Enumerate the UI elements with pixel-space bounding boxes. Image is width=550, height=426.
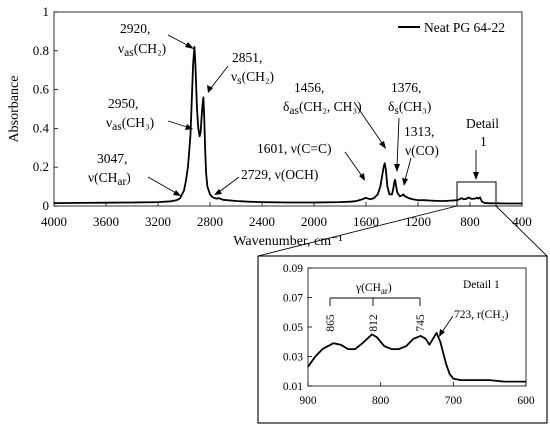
x-tick-label: 2400 [249, 214, 275, 229]
inset-label-865: 865 [325, 314, 337, 332]
inset-title: Detail 1 [463, 279, 500, 291]
inset-label-812: 812 [368, 314, 380, 332]
inset-chart: 0.01 0.03 0.05 0.07 0.09 900 800 700 600 Detail… [257, 255, 548, 424]
arrow-2920 [167, 34, 190, 47]
x-tick-label: 600 [517, 395, 535, 407]
arrow-1456 [353, 101, 383, 144]
peak-annotations: 2920, νas(CH₂) 2851, νs(CH₂) 2950, νas(C… [88, 21, 499, 188]
arrow-2950-head [185, 124, 193, 130]
annotation-2729: 2729, ν(OCH) [241, 167, 318, 182]
main-chart: 0 0.2 0.4 0.6 0.8 1 4000 3600 3200 2800 2400 2000 1… [7, 4, 548, 257]
main-plot-area [53, 11, 523, 207]
x-tick-label: 800 [460, 214, 480, 229]
main-y-axis: 0 0.2 0.4 0.6 0.8 1 [33, 4, 58, 213]
annotation-1456-line2: δas(CH₂, CH₃) [283, 99, 362, 117]
inset-group-bracket [329, 297, 421, 306]
x-tick-label: 3600 [93, 214, 119, 229]
legend-label: Neat PG 64-22 [424, 20, 505, 35]
x-tick-label: 900 [299, 395, 317, 407]
annotation-2851-line1: 2851, [232, 50, 262, 65]
annotation-1313-line2: ν(CO) [405, 143, 439, 158]
y-tick-label: 0.6 [33, 82, 50, 97]
inset-arrow-723-line [441, 315, 454, 333]
inset-spectrum-line [307, 332, 526, 383]
y-tick-label: 0.09 [283, 263, 303, 275]
annotation-2950-line1: 2950, [108, 96, 138, 111]
x-tick-label: 700 [445, 395, 463, 407]
inset-arrow-723 [439, 315, 454, 337]
y-tick-label: 0.05 [283, 322, 303, 334]
arrow-1313 [404, 157, 412, 181]
annotation-1376-line2: δs(CH₃) [388, 99, 431, 117]
inset-y-axis: 0.01 0.03 0.05 0.07 0.09 [283, 263, 312, 393]
x-tick-label: 4000 [41, 214, 67, 229]
arrow-2851 [210, 65, 229, 89]
y-tick-label: 0.2 [33, 159, 49, 174]
x-tick-label: 800 [372, 395, 390, 407]
arrow-1313-head [402, 178, 408, 186]
y-tick-label: 0.03 [283, 352, 303, 364]
arrow-2851-head [207, 85, 213, 93]
annotation-2920-line2: νas(CH₂) [118, 41, 166, 59]
arrow-3047-head [173, 190, 181, 196]
inset-arrow-723-head [439, 329, 445, 337]
detail-label-line1: Detail [466, 116, 499, 131]
detail-connector-right [495, 205, 548, 257]
main-x-axis-title: Wavenumber, cm⁻¹ [233, 234, 342, 249]
arrow-1601 [344, 151, 363, 177]
arrow-1601-head [359, 173, 365, 181]
arrow-1376-head [394, 164, 400, 172]
annotation-2950-line2: νas(CH₃) [106, 115, 154, 133]
inset-x-axis: 900 800 700 600 [299, 382, 535, 407]
x-tick-label: 2000 [301, 214, 327, 229]
x-tick-label: 400 [512, 214, 532, 229]
x-tick-label: 1600 [353, 214, 379, 229]
detail-connector-left [257, 205, 458, 257]
inset-label-723: 723, r(CH₂) [454, 309, 509, 321]
y-tick-label: 0.8 [33, 43, 49, 58]
inset-label-745: 745 [415, 314, 427, 332]
y-tick-label: 0.4 [33, 120, 50, 135]
arrow-2920-head [185, 42, 194, 49]
annotation-1456-line1: 1456, [294, 80, 324, 95]
arrow-detail-head [473, 172, 479, 180]
y-tick-label: 1 [43, 4, 50, 19]
inset-group-label: γ(CHar) [355, 282, 392, 296]
y-tick-label: 0.07 [283, 293, 303, 305]
annotation-3047-line1: 3047, [97, 151, 127, 166]
annotation-3047-line2: ν(CHar) [88, 170, 131, 188]
main-spectrum-line [53, 46, 522, 205]
annotation-2851-line2: νs(CH₂) [231, 69, 274, 87]
arrow-2729-head [214, 189, 222, 195]
y-tick-label: 0.01 [283, 381, 303, 393]
y-tick-label: 0 [43, 198, 50, 213]
annotation-1313-line1: 1313, [404, 124, 434, 139]
annotation-2920-line1: 2920, [120, 21, 150, 36]
inset-plot-area [307, 267, 527, 387]
detail-region-box [456, 181, 497, 207]
main-y-axis-title: Absorbance [7, 76, 22, 143]
arrow-2729 [218, 176, 240, 193]
x-tick-label: 3200 [145, 214, 171, 229]
arrow-3047 [147, 176, 177, 194]
legend: Neat PG 64-22 [398, 20, 505, 35]
arrow-1376 [396, 117, 400, 167]
annotation-arrows [147, 34, 479, 196]
annotation-1601: 1601, ν(C=C) [257, 141, 331, 156]
annotation-1376-line1: 1376, [391, 80, 421, 95]
arrow-1456-head [379, 141, 386, 149]
detail-label-line2: 1 [480, 134, 487, 149]
x-tick-label: 2800 [197, 214, 223, 229]
arrow-2950 [167, 120, 188, 128]
